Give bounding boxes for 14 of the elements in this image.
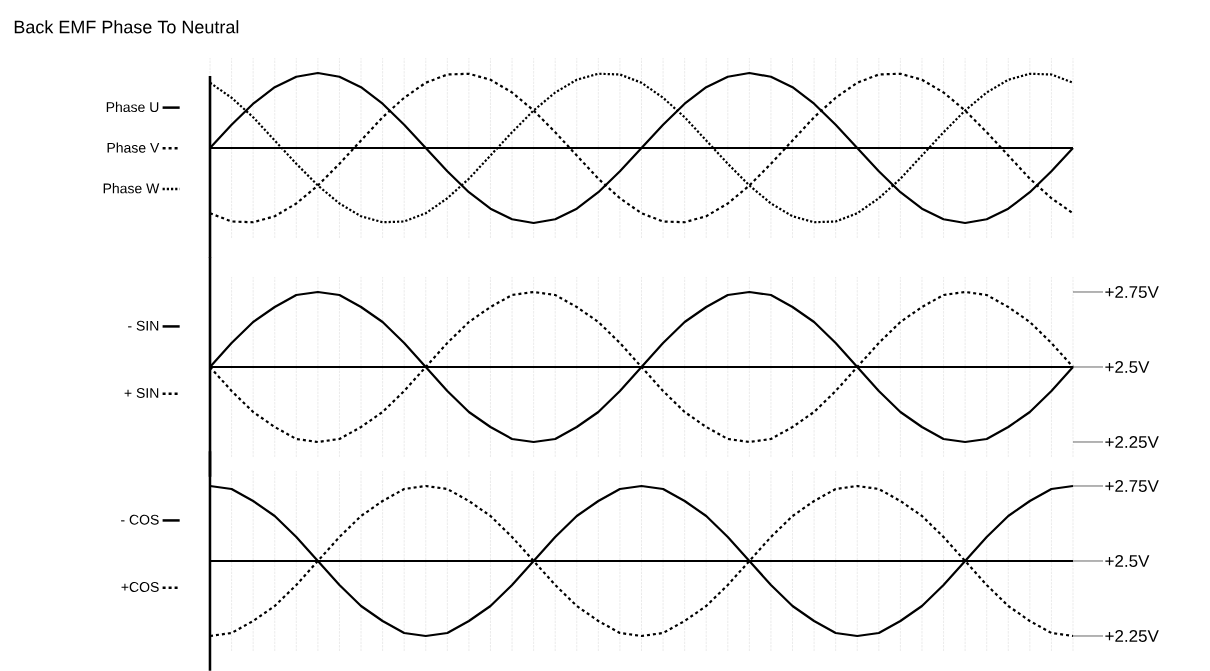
y-tick-label: +2.5V bbox=[1105, 554, 1150, 568]
legend-label: Phase V bbox=[107, 142, 160, 153]
y-tick-label: +2.25V bbox=[1105, 629, 1159, 643]
legend-label: Phase U bbox=[106, 101, 159, 113]
legend-label: Phase W bbox=[103, 183, 160, 194]
y-tick-label: +2.75V bbox=[1105, 285, 1159, 299]
legend-label: + SIN bbox=[124, 388, 159, 398]
y-tick-label: +2.25V bbox=[1105, 435, 1159, 449]
chart-title: Back EMF Phase To Neutral bbox=[14, 20, 239, 34]
legend-label: +COS bbox=[121, 582, 159, 592]
y-tick-label: +2.75V bbox=[1105, 479, 1159, 493]
y-tick-label: +2.5V bbox=[1105, 360, 1150, 374]
legend-label: - COS bbox=[121, 514, 159, 525]
legend-label: - SIN bbox=[128, 320, 159, 331]
